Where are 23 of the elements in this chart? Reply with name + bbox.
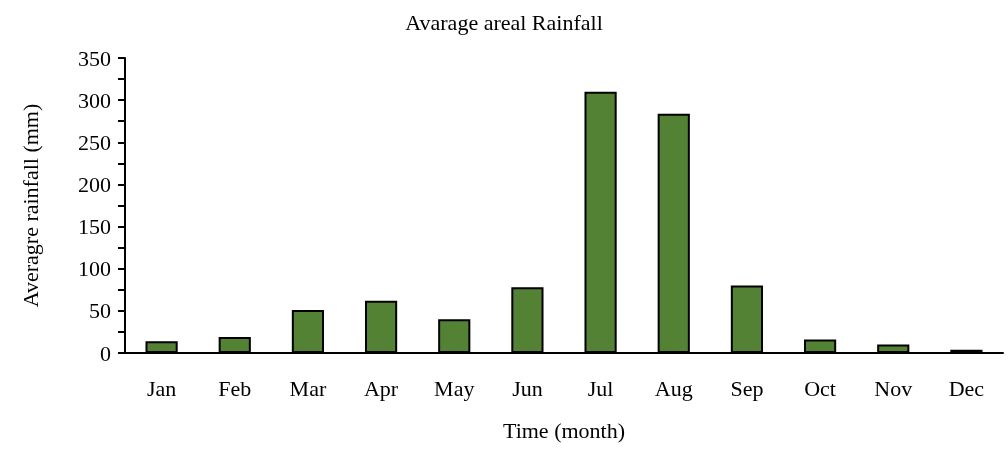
x-tick-label: Aug: [654, 375, 693, 401]
x-axis-title: Time (month): [502, 417, 626, 443]
x-tick-label: Mar: [289, 375, 327, 401]
y-tick-label: 250: [78, 129, 111, 155]
x-tick-label: Jan: [146, 375, 177, 401]
y-tick-label: 200: [78, 171, 111, 197]
x-tick-label: Nov: [874, 375, 913, 401]
x-tick-label: Dec: [948, 375, 985, 401]
y-axis-title: Averagre rainfall (mm): [17, 103, 43, 308]
x-tick-label: Apr: [363, 375, 399, 401]
x-tick-label: Sep: [730, 375, 764, 401]
x-tick-label: Feb: [218, 375, 252, 401]
y-tick-label: 350: [78, 45, 111, 71]
x-tick-label: Jun: [512, 375, 543, 401]
y-tick-label: 50: [89, 298, 111, 324]
x-tick-label: Jul: [587, 375, 614, 401]
x-tick-label: May: [434, 375, 475, 401]
y-tick-label: 0: [100, 340, 111, 366]
y-tick-label: 300: [78, 87, 111, 113]
chart-title: Avarage areal Rainfall: [405, 9, 603, 35]
x-tick-label: Oct: [804, 375, 836, 401]
y-tick-label: 100: [78, 256, 111, 282]
y-tick-label: 150: [78, 214, 111, 240]
